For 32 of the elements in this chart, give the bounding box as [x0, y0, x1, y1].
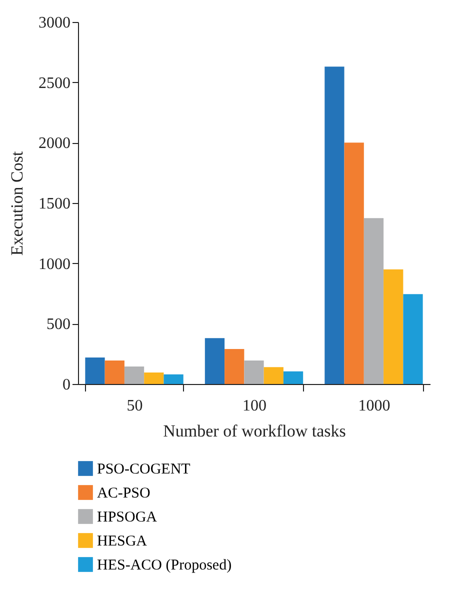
bar	[244, 360, 264, 384]
y-axis-title: Execution Cost	[8, 151, 26, 256]
bar	[324, 66, 344, 384]
x-tick-label: 1000	[358, 398, 390, 414]
legend-label: HES-ACO (Proposed)	[97, 558, 232, 574]
bar	[104, 360, 124, 384]
bar	[204, 338, 225, 384]
y-tick-label: 1500	[38, 196, 70, 212]
legend-label: PSO-COGENT	[97, 462, 190, 478]
bar	[384, 269, 404, 384]
bar	[283, 371, 304, 384]
legend-label: HPSOGA	[97, 510, 158, 526]
x-tick-label: 50	[126, 398, 143, 414]
legend-label: HESGA	[97, 534, 148, 550]
bar	[403, 294, 423, 384]
y-tick-label: 3000	[38, 14, 70, 32]
y-tick-label: 2500	[38, 74, 70, 92]
bar	[364, 218, 384, 384]
y-tick-label: 2000	[38, 135, 70, 152]
bar	[344, 142, 364, 384]
x-axis-title: Number of workflow tasks	[163, 422, 346, 440]
bar	[264, 367, 284, 384]
bar	[144, 372, 164, 384]
bar	[224, 349, 244, 384]
bar	[124, 366, 144, 384]
bar	[85, 357, 105, 384]
y-tick-label: 0	[62, 376, 70, 394]
x-tick-label: 100	[242, 398, 266, 414]
y-tick-label: 500	[46, 316, 70, 334]
bar	[164, 374, 184, 384]
legend-label: AC-PSO	[97, 486, 151, 502]
y-tick-label: 1000	[38, 256, 70, 273]
